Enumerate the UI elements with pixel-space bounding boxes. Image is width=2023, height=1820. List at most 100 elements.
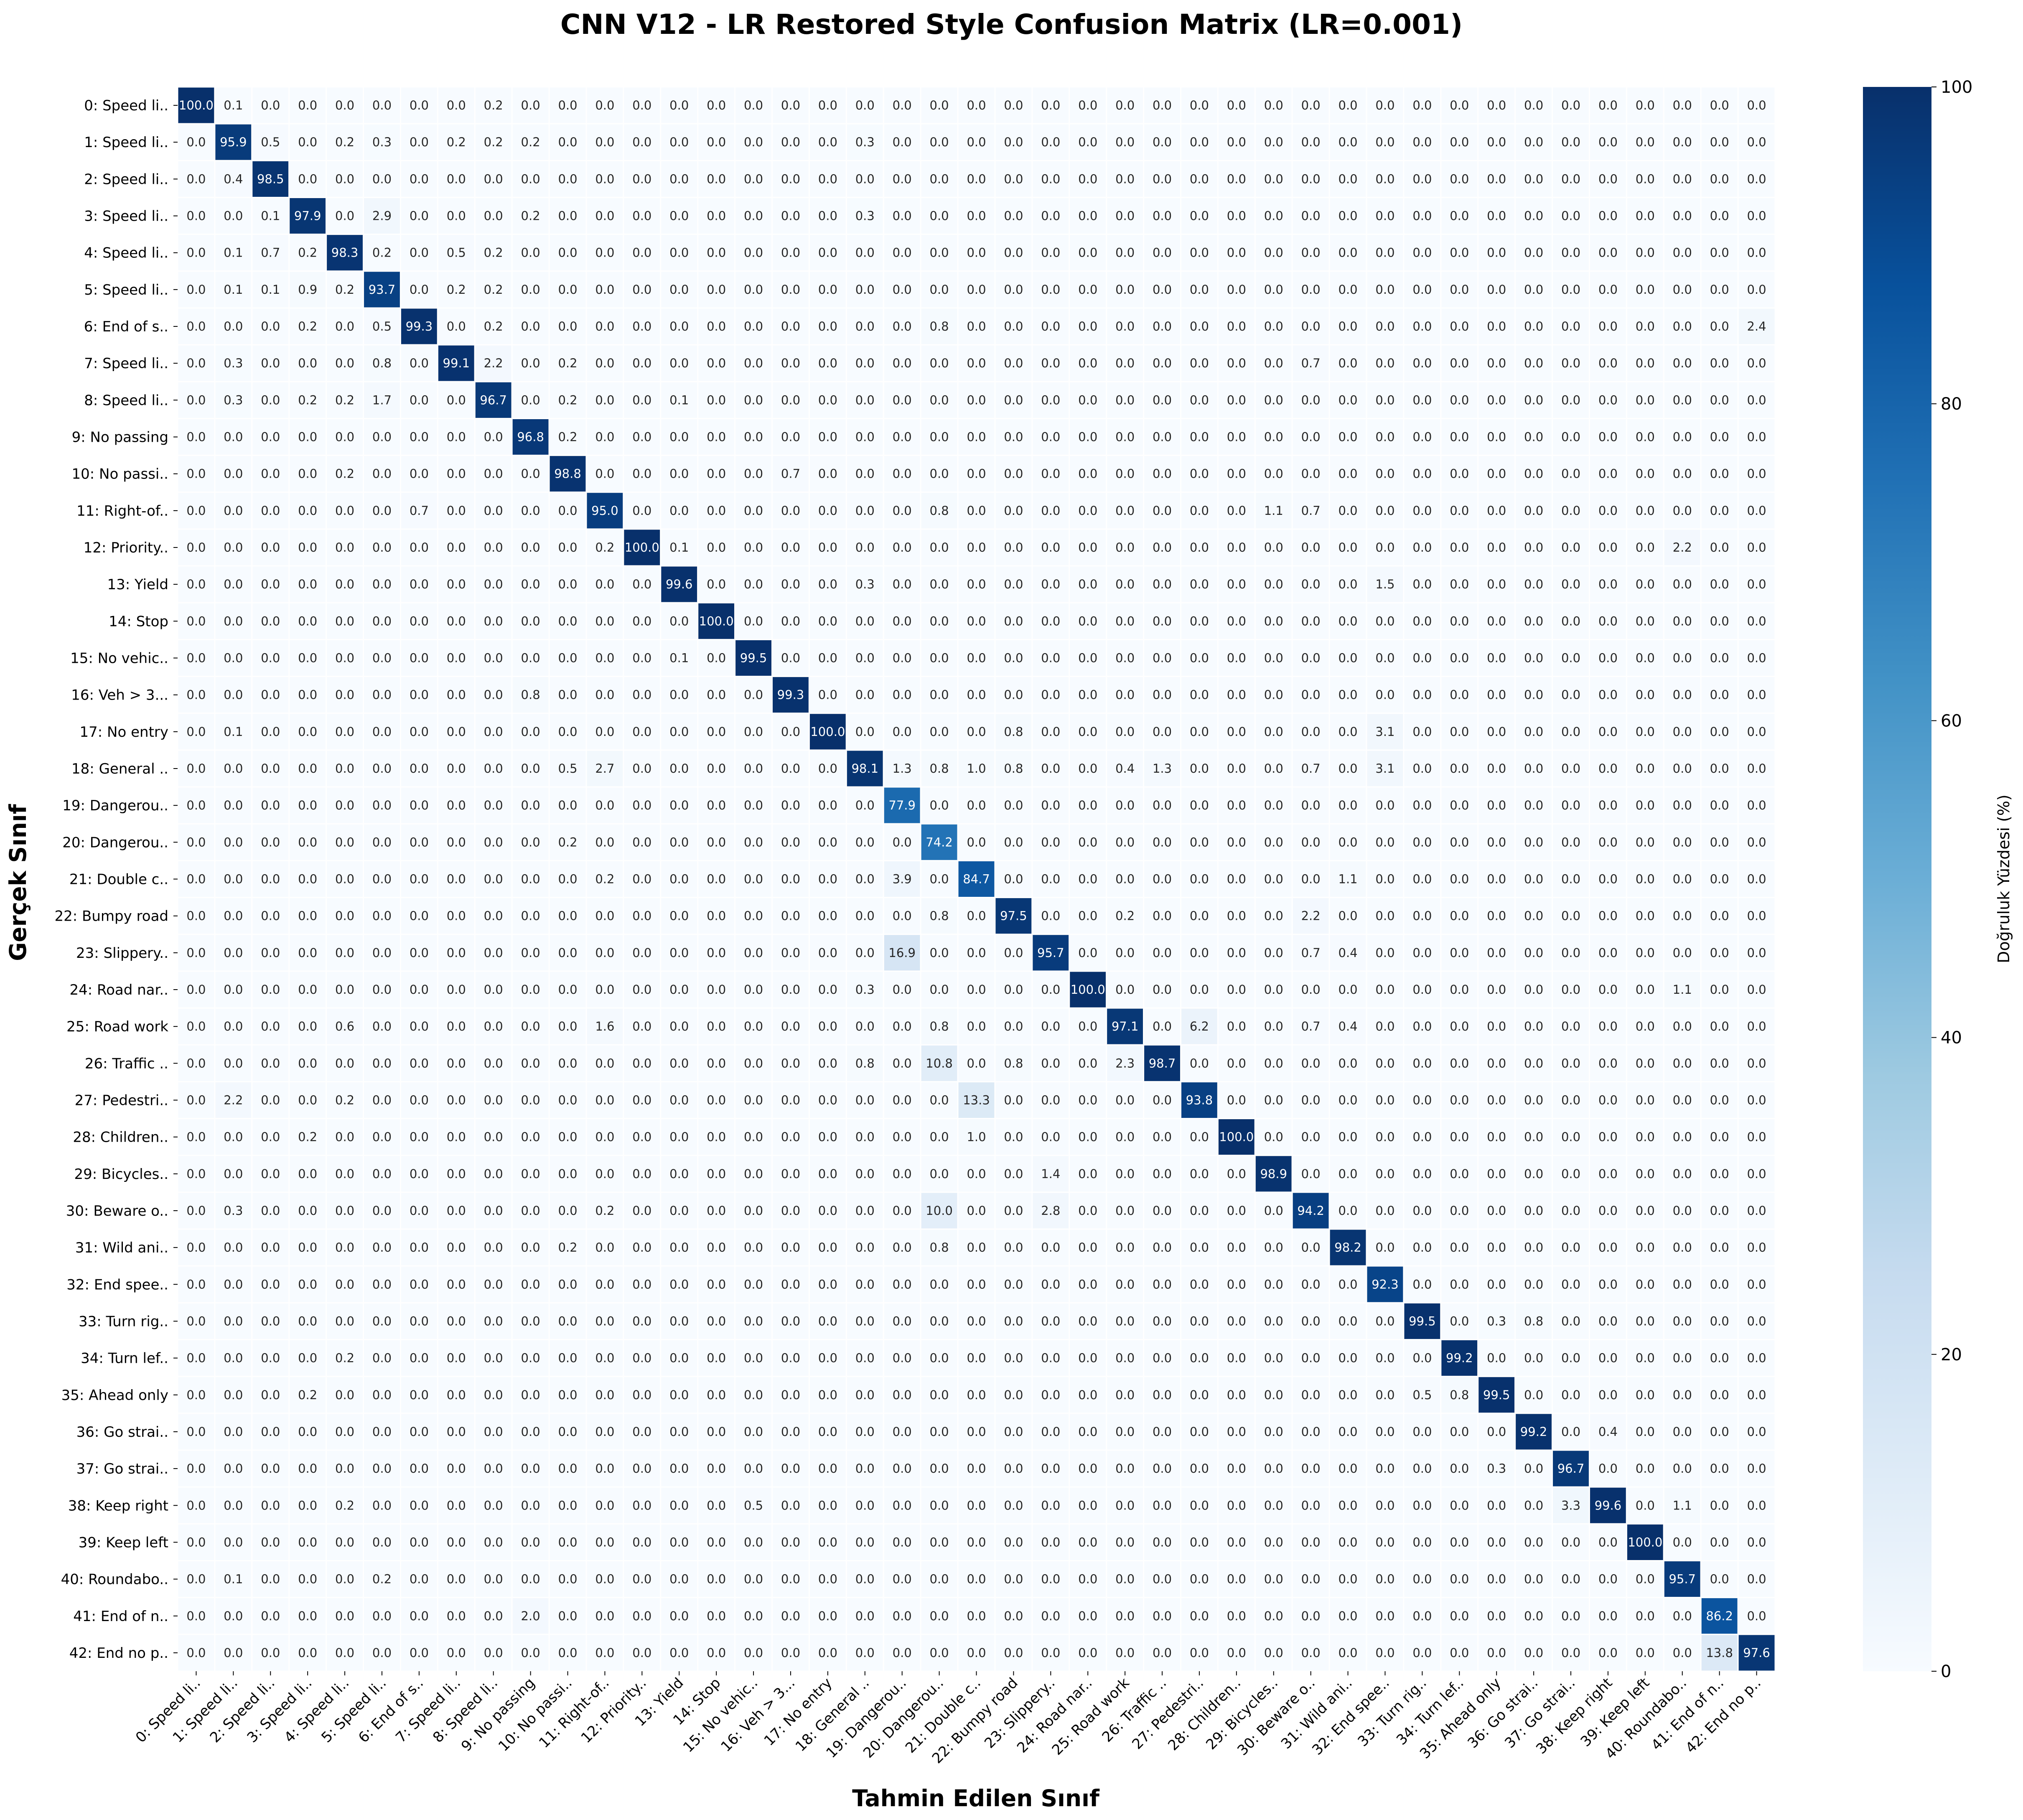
cell-value-label: 0.0 (1041, 1314, 1060, 1328)
heatmap-cell (734, 565, 773, 603)
cell-value-label: 99.1 (443, 356, 470, 370)
heatmap-cell (808, 417, 847, 456)
cell-value-label: 0.0 (669, 504, 689, 518)
cell-value-label: 0.0 (1524, 1461, 1543, 1476)
cell-value-label: 0.0 (1487, 835, 1506, 849)
cell-value-label: 0.0 (1375, 1093, 1394, 1107)
cell-value-label: 0.0 (335, 688, 354, 702)
heatmap-cell (771, 1228, 810, 1267)
cell-value-label: 0.5 (1412, 1388, 1432, 1402)
cell-value-label: 0.0 (1041, 540, 1060, 555)
cell-value-label: 0.0 (855, 946, 875, 960)
cell-value-label: 0.0 (1450, 1240, 1469, 1255)
cell-value-label: 0.0 (1227, 1572, 1246, 1586)
cell-value-label: 0.0 (1004, 1351, 1023, 1365)
cell-value-label: 0.0 (484, 835, 503, 849)
heatmap-cell (400, 1155, 438, 1193)
y-tick-label: 35: Ahead only (61, 1387, 168, 1404)
cell-value-label: 0.0 (521, 651, 540, 665)
cell-value-label: 0.0 (1412, 246, 1432, 260)
cell-value-label: 0.0 (1450, 135, 1469, 149)
cell-value-label: 0.0 (632, 577, 651, 591)
heatmap-cell (1217, 639, 1256, 677)
heatmap-cell (623, 491, 662, 530)
cell-value-label: 0.0 (1710, 761, 1729, 776)
cell-value-label: 0.0 (595, 319, 614, 333)
cell-value-label: 0.0 (1004, 1130, 1023, 1144)
cell-value-label: 0.0 (521, 283, 540, 297)
cell-value-label: 0.0 (930, 467, 949, 481)
cell-value-label: 0.0 (261, 946, 280, 960)
cell-value-label: 0.0 (447, 651, 466, 665)
heatmap-cell (1514, 602, 1553, 640)
cell-value-label: 0.0 (1078, 909, 1097, 923)
cell-value-label: 0.0 (818, 209, 837, 223)
cell-value-label: 0.0 (1561, 1314, 1580, 1328)
cell-value-label: 0.0 (930, 983, 949, 997)
cell-value-label: 0.0 (1412, 1056, 1432, 1070)
y-tick-label: 29: Bicycles.. (74, 1166, 169, 1183)
heatmap-cell (623, 528, 662, 567)
cell-value-label: 0.0 (930, 283, 949, 297)
cell-value-label: 0.0 (410, 1498, 429, 1512)
heatmap-cell (957, 602, 996, 640)
heatmap-cell (697, 1302, 736, 1341)
cell-value-label: 0.0 (335, 725, 354, 739)
cell-value-label: 1.3 (1153, 761, 1172, 776)
heatmap-cell (1514, 676, 1553, 714)
cell-value-label: 0.0 (855, 1240, 875, 1255)
cell-value-label: 0.0 (967, 798, 986, 812)
cell-value-label: 0.0 (632, 1572, 651, 1586)
cell-value-label: 0.0 (818, 1351, 837, 1365)
cell-value-label: 0.0 (261, 356, 280, 370)
cell-value-label: 0.0 (1710, 540, 1729, 555)
cell-value-label: 0.0 (1153, 1351, 1172, 1365)
heatmap-cell (400, 1191, 438, 1230)
cell-value-label: 0.0 (1301, 246, 1321, 260)
cell-value-label: 0.0 (1450, 1277, 1469, 1291)
cell-value-label: 0.0 (1301, 1388, 1321, 1402)
heatmap-cell (1031, 1265, 1070, 1303)
heatmap-cell (1663, 1118, 1702, 1156)
cell-value-label: 0.0 (781, 946, 800, 960)
cell-value-label: 0.0 (1078, 356, 1097, 370)
heatmap-cell (1588, 160, 1627, 198)
cell-value-label: 0.0 (1636, 1388, 1655, 1402)
cell-value-label: 0.0 (1227, 1277, 1246, 1291)
cell-value-label: 0.0 (744, 872, 763, 886)
cell-value-label: 0.0 (224, 872, 243, 886)
cell-value-label: 0.0 (893, 356, 912, 370)
cell-value-label: 0.0 (1561, 1056, 1580, 1070)
cell-value-label: 0.0 (781, 909, 800, 923)
heatmap-cell (808, 86, 847, 125)
cell-value-label: 0.0 (744, 430, 763, 444)
cell-value-label: 0.0 (335, 540, 354, 555)
cell-value-label: 0.0 (1227, 688, 1246, 702)
cell-value-label: 0.0 (1598, 209, 1618, 223)
cell-value-label: 0.0 (1747, 577, 1766, 591)
cell-value-label: 0.0 (595, 1425, 614, 1439)
cell-value-label: 0.0 (1078, 1351, 1097, 1365)
cell-value-label: 0.0 (930, 209, 949, 223)
cell-value-label: 0.0 (818, 761, 837, 776)
cell-value-label: 0.0 (521, 393, 540, 407)
heatmap-cell (660, 1265, 699, 1303)
heatmap-cell (1031, 528, 1070, 567)
cell-value-label: 98.7 (1149, 1056, 1176, 1070)
cell-value-label: 0.0 (1115, 1425, 1135, 1439)
cell-value-label: 0.0 (1041, 430, 1060, 444)
cell-value-label: 0.0 (1375, 1167, 1394, 1181)
cell-value-label: 0.0 (1412, 688, 1432, 702)
cell-value-label: 0.0 (1264, 688, 1283, 702)
cell-value-label: 0.3 (855, 135, 875, 149)
cell-value-label: 0.0 (1747, 1167, 1766, 1181)
heatmap-cell (1217, 934, 1256, 972)
cell-value-label: 0.0 (669, 356, 689, 370)
cell-value-label: 0.0 (1636, 504, 1655, 518)
cell-value-label: 0.0 (1487, 319, 1506, 333)
cell-value-label: 0.0 (1673, 1351, 1692, 1365)
heatmap-cell (1069, 1155, 1107, 1193)
heatmap-cell (511, 455, 550, 493)
heatmap-cell (771, 123, 810, 161)
cell-value-label: 0.0 (1227, 356, 1246, 370)
